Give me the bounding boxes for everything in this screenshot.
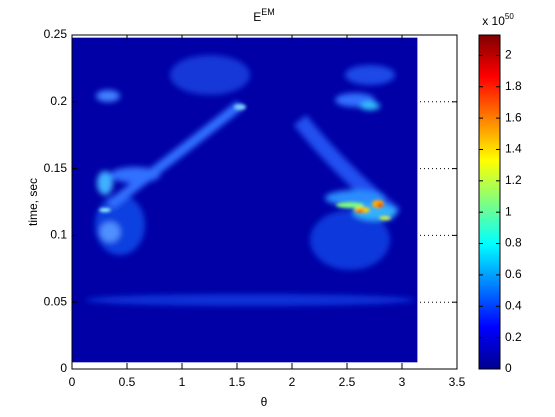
x-tick-label: 0.5: [119, 375, 136, 389]
colorbar-tick-label: 1.4: [505, 142, 522, 156]
x-axis-label: θ: [261, 395, 268, 409]
x-tick-label: 0: [69, 375, 76, 389]
heatmap-features: [85, 55, 415, 306]
colorbar-tick-label: 2: [505, 48, 512, 62]
colorbar-exponent: 50: [505, 12, 514, 21]
colorbar-axis: 0 0.2 0.4 0.6 0.8 1 1.2 1.4 1.6 1.8 2: [479, 48, 522, 375]
colorbar-tick-label: 0.8: [505, 236, 522, 250]
colorbar-tick-label: 0: [505, 361, 512, 375]
axes: 0 0.05 0.1 0.15 0.2 0.25 0 0.5 1 1.5 2 2.5 3 3.5: [44, 27, 466, 389]
x-tick-label: 1.5: [229, 375, 246, 389]
heatmap-image: [72, 37, 418, 363]
colorbar-tick-label: 0.2: [505, 330, 522, 344]
y-tick-label: 0: [60, 361, 67, 375]
x-tick-label: 3: [399, 375, 406, 389]
y-tick-label: 0.15: [44, 161, 68, 175]
colorbar: [478, 34, 501, 370]
colorbar-tick-label: 1: [505, 204, 512, 218]
colorbar-tick-label: 1.6: [505, 110, 522, 124]
y-tick-label: 0.05: [44, 294, 68, 308]
x-tick-label: 1: [179, 375, 186, 389]
axes-frame: [71, 34, 458, 370]
x-tick-label: 2.5: [339, 375, 356, 389]
y-axis-label: time, sec: [26, 178, 40, 226]
y-tick-label: 0.25: [44, 27, 68, 41]
heatmap-peaks: [99, 104, 391, 220]
colorbar-multiplier-base: x 10: [482, 14, 505, 28]
colorbar-tick-label: 0.4: [505, 298, 522, 312]
x-tick-label: 2: [289, 375, 296, 389]
title-superscript: EM: [261, 7, 275, 17]
colorbar-tick-label: 0.6: [505, 267, 522, 281]
y-tick-label: 0.2: [50, 94, 67, 108]
colorbar-tick-label: 1.8: [505, 79, 522, 93]
colorbar-multiplier: x 1050: [482, 12, 514, 28]
chart-title: EEM: [253, 7, 275, 24]
y-tick-label: 0.1: [50, 228, 67, 242]
x-tick-label: 3.5: [449, 375, 466, 389]
colorbar-tick-label: 1.2: [505, 173, 522, 187]
title-base: E: [253, 10, 261, 24]
